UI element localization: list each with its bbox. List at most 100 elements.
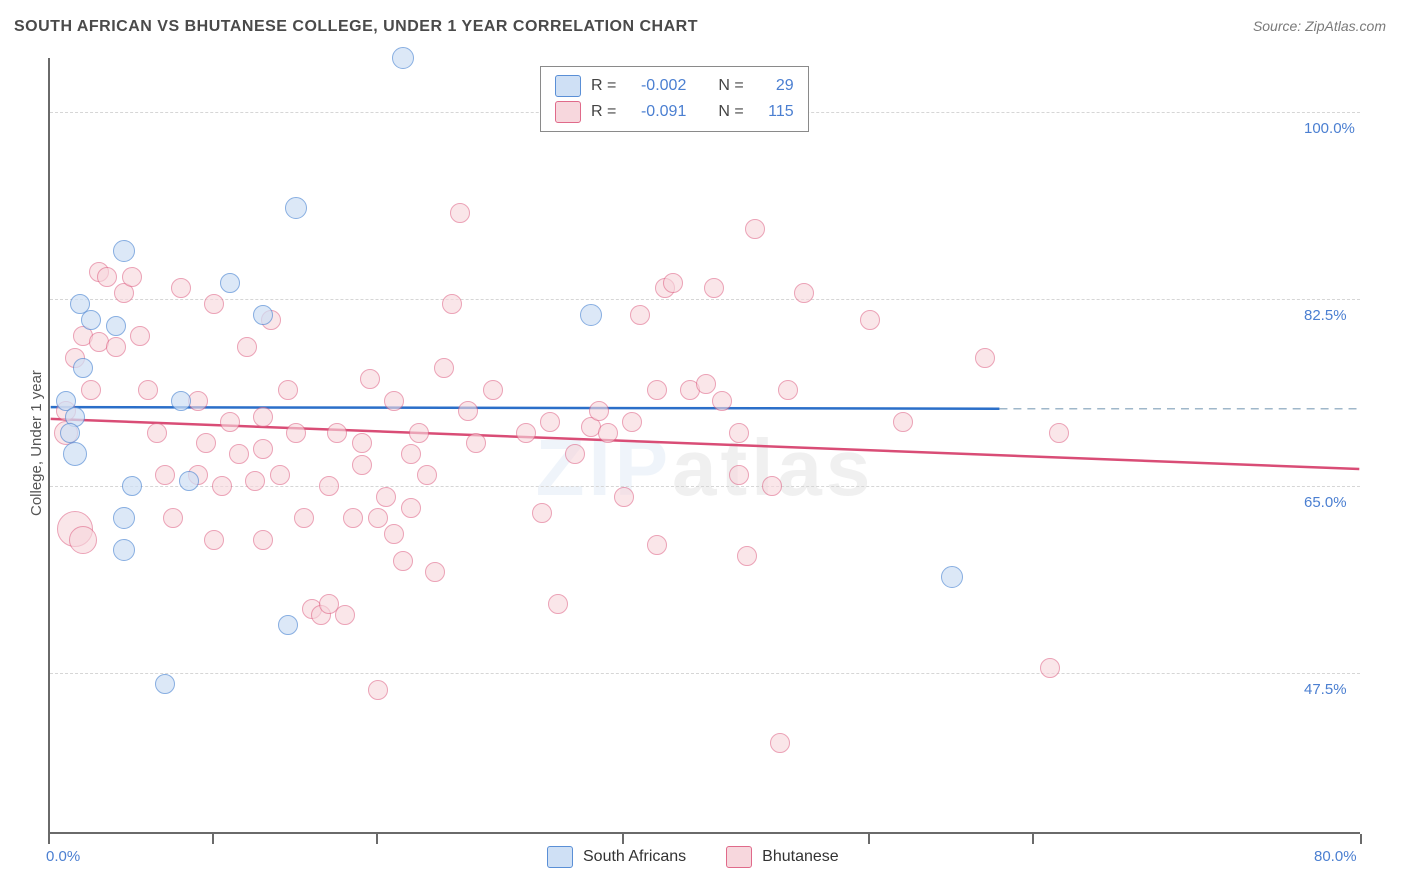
scatter-point bbox=[81, 310, 101, 330]
scatter-point bbox=[565, 444, 585, 464]
chart-title: SOUTH AFRICAN VS BHUTANESE COLLEGE, UNDE… bbox=[14, 18, 698, 36]
scatter-point bbox=[352, 433, 372, 453]
scatter-point bbox=[196, 433, 216, 453]
legend-r-value: -0.002 bbox=[626, 73, 686, 99]
scatter-point bbox=[417, 465, 437, 485]
y-tick-label: 100.0% bbox=[1304, 120, 1355, 137]
scatter-point bbox=[516, 423, 536, 443]
scatter-point bbox=[352, 455, 372, 475]
y-axis-label: College, Under 1 year bbox=[28, 370, 45, 516]
scatter-point bbox=[384, 524, 404, 544]
gridline bbox=[50, 673, 1360, 674]
scatter-point bbox=[220, 412, 240, 432]
chart-source: Source: ZipAtlas.com bbox=[1253, 18, 1386, 34]
legend-series: South Africans Bhutanese bbox=[547, 846, 839, 868]
scatter-point bbox=[860, 310, 880, 330]
scatter-point bbox=[622, 412, 642, 432]
scatter-point bbox=[171, 278, 191, 298]
scatter-point bbox=[113, 507, 135, 529]
scatter-point bbox=[548, 594, 568, 614]
scatter-point bbox=[1040, 658, 1060, 678]
scatter-point bbox=[663, 273, 683, 293]
scatter-point bbox=[393, 551, 413, 571]
scatter-point bbox=[278, 615, 298, 635]
scatter-point bbox=[253, 407, 273, 427]
scatter-point bbox=[106, 337, 126, 357]
scatter-point bbox=[147, 423, 167, 443]
x-tick-label: 0.0% bbox=[46, 848, 80, 865]
scatter-point bbox=[737, 546, 757, 566]
legend-series-name: Bhutanese bbox=[762, 848, 839, 866]
legend-stats-box: R =-0.002N =29R =-0.091N =115 bbox=[540, 66, 809, 132]
legend-swatch bbox=[555, 101, 581, 123]
scatter-point bbox=[466, 433, 486, 453]
scatter-point bbox=[630, 305, 650, 325]
x-tick-label: 80.0% bbox=[1314, 848, 1357, 865]
scatter-point bbox=[614, 487, 634, 507]
legend-swatch bbox=[547, 846, 573, 868]
x-tick-mark bbox=[1360, 834, 1362, 844]
scatter-point bbox=[368, 508, 388, 528]
scatter-point bbox=[270, 465, 290, 485]
scatter-point bbox=[745, 219, 765, 239]
scatter-point bbox=[97, 267, 117, 287]
scatter-point bbox=[253, 439, 273, 459]
scatter-point bbox=[532, 503, 552, 523]
scatter-point bbox=[762, 476, 782, 496]
scatter-point bbox=[483, 380, 503, 400]
scatter-point bbox=[122, 267, 142, 287]
scatter-point bbox=[540, 412, 560, 432]
scatter-point bbox=[245, 471, 265, 491]
scatter-point bbox=[425, 562, 445, 582]
scatter-point bbox=[409, 423, 429, 443]
scatter-point bbox=[113, 539, 135, 561]
scatter-point bbox=[392, 47, 414, 69]
scatter-point bbox=[81, 380, 101, 400]
scatter-point bbox=[60, 423, 80, 443]
scatter-point bbox=[376, 487, 396, 507]
scatter-point bbox=[212, 476, 232, 496]
y-tick-label: 65.0% bbox=[1304, 494, 1347, 511]
scatter-point bbox=[589, 401, 609, 421]
legend-r-label: R = bbox=[591, 99, 616, 125]
scatter-point bbox=[294, 508, 314, 528]
legend-r-value: -0.091 bbox=[626, 99, 686, 125]
plot-area: ZIPatlas bbox=[48, 58, 1360, 834]
scatter-point bbox=[729, 465, 749, 485]
scatter-point bbox=[778, 380, 798, 400]
scatter-point bbox=[229, 444, 249, 464]
gridline bbox=[50, 299, 1360, 300]
x-tick-mark bbox=[622, 834, 624, 844]
scatter-point bbox=[696, 374, 716, 394]
legend-swatch bbox=[555, 75, 581, 97]
legend-stats-row: R =-0.091N =115 bbox=[555, 99, 794, 125]
scatter-point bbox=[130, 326, 150, 346]
scatter-point bbox=[286, 423, 306, 443]
scatter-point bbox=[384, 391, 404, 411]
watermark-atlas: atlas bbox=[672, 423, 874, 512]
scatter-point bbox=[319, 476, 339, 496]
scatter-point bbox=[73, 358, 93, 378]
scatter-point bbox=[975, 348, 995, 368]
scatter-point bbox=[647, 380, 667, 400]
scatter-point bbox=[450, 203, 470, 223]
scatter-point bbox=[253, 305, 273, 325]
scatter-point bbox=[712, 391, 732, 411]
scatter-point bbox=[138, 380, 158, 400]
scatter-point bbox=[163, 508, 183, 528]
scatter-point bbox=[893, 412, 913, 432]
scatter-point bbox=[106, 316, 126, 336]
scatter-point bbox=[794, 283, 814, 303]
scatter-point bbox=[253, 530, 273, 550]
y-tick-label: 47.5% bbox=[1304, 681, 1347, 698]
scatter-point bbox=[360, 369, 380, 389]
scatter-point bbox=[220, 273, 240, 293]
scatter-point bbox=[704, 278, 724, 298]
x-tick-mark bbox=[868, 834, 870, 844]
scatter-point bbox=[368, 680, 388, 700]
legend-n-label: N = bbox=[718, 73, 743, 99]
scatter-point bbox=[278, 380, 298, 400]
legend-series-name: South Africans bbox=[583, 848, 686, 866]
legend-stats-row: R =-0.002N =29 bbox=[555, 73, 794, 99]
scatter-point bbox=[155, 674, 175, 694]
